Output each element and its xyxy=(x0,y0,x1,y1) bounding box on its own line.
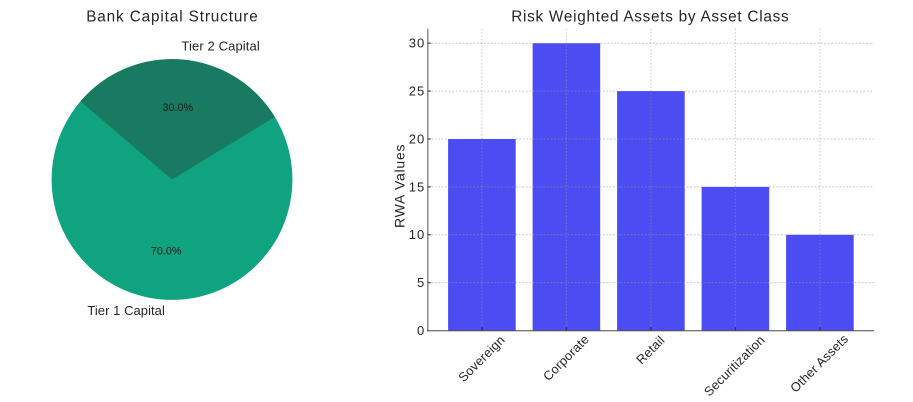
svg-text:25: 25 xyxy=(409,84,425,99)
svg-text:10: 10 xyxy=(409,227,425,242)
svg-text:Risk Weighted Assets by Asset: Risk Weighted Assets by Asset Class xyxy=(511,9,789,26)
svg-text:Tier 1 Capital: Tier 1 Capital xyxy=(87,303,165,318)
svg-text:Bank Capital Structure: Bank Capital Structure xyxy=(86,9,258,26)
svg-text:70.0%: 70.0% xyxy=(151,246,182,258)
svg-text:30: 30 xyxy=(409,36,425,51)
svg-text:15: 15 xyxy=(409,179,425,194)
svg-text:5: 5 xyxy=(417,275,425,290)
svg-text:Tier 2 Capital: Tier 2 Capital xyxy=(181,39,260,54)
svg-text:20: 20 xyxy=(409,132,425,147)
svg-text:30.0%: 30.0% xyxy=(162,102,193,114)
svg-text:0: 0 xyxy=(417,323,425,338)
svg-text:RWA Values: RWA Values xyxy=(392,144,408,228)
